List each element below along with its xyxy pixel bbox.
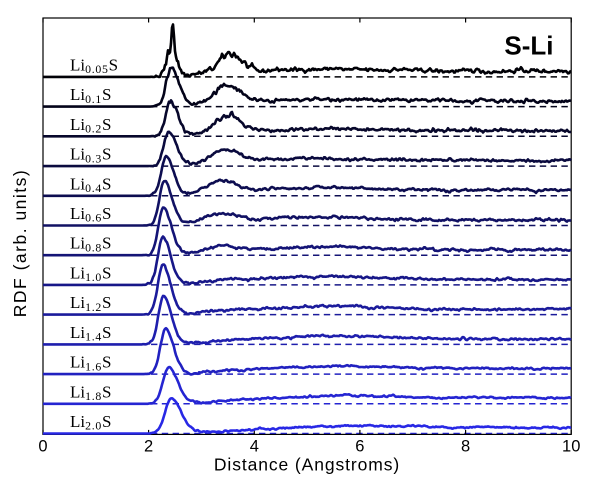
- svg-text:Li0.3S: Li0.3S: [70, 145, 111, 166]
- svg-text:6: 6: [355, 438, 364, 456]
- svg-text:2: 2: [144, 438, 153, 456]
- svg-text:Li1.0S: Li1.0S: [70, 263, 111, 284]
- svg-text:4: 4: [250, 438, 259, 456]
- svg-text:RDF (arb. units): RDF (arb. units): [10, 169, 30, 317]
- svg-text:Li1.8S: Li1.8S: [70, 382, 111, 403]
- svg-text:Li0.4S: Li0.4S: [70, 174, 111, 195]
- svg-text:Li0.2S: Li0.2S: [70, 115, 111, 136]
- svg-text:Li0.1S: Li0.1S: [70, 85, 111, 106]
- svg-text:Li2.0S: Li2.0S: [70, 412, 111, 433]
- svg-text:Li1.2S: Li1.2S: [70, 293, 111, 314]
- svg-text:Li0.8S: Li0.8S: [70, 234, 111, 255]
- svg-text:S-Li: S-Li: [504, 31, 553, 61]
- svg-text:Li1.4S: Li1.4S: [70, 323, 111, 344]
- svg-text:0: 0: [38, 438, 47, 456]
- svg-text:8: 8: [461, 438, 470, 456]
- svg-text:Distance (Angstroms): Distance (Angstroms): [214, 455, 400, 475]
- svg-text:Li1.6S: Li1.6S: [70, 353, 111, 374]
- svg-text:10: 10: [562, 438, 580, 456]
- svg-text:Li0.6S: Li0.6S: [70, 204, 111, 225]
